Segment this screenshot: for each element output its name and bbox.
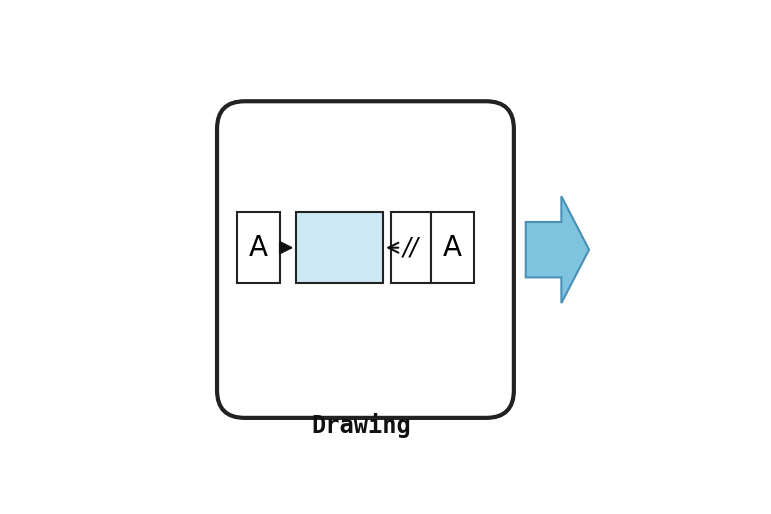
Polygon shape <box>526 196 589 303</box>
Text: Drawing: Drawing <box>311 413 412 438</box>
FancyBboxPatch shape <box>431 212 474 283</box>
FancyBboxPatch shape <box>237 212 281 283</box>
FancyBboxPatch shape <box>296 212 383 283</box>
Text: A: A <box>443 234 462 262</box>
FancyBboxPatch shape <box>217 101 514 418</box>
Text: //: // <box>403 236 419 260</box>
FancyBboxPatch shape <box>391 212 431 283</box>
Text: A: A <box>249 234 268 262</box>
